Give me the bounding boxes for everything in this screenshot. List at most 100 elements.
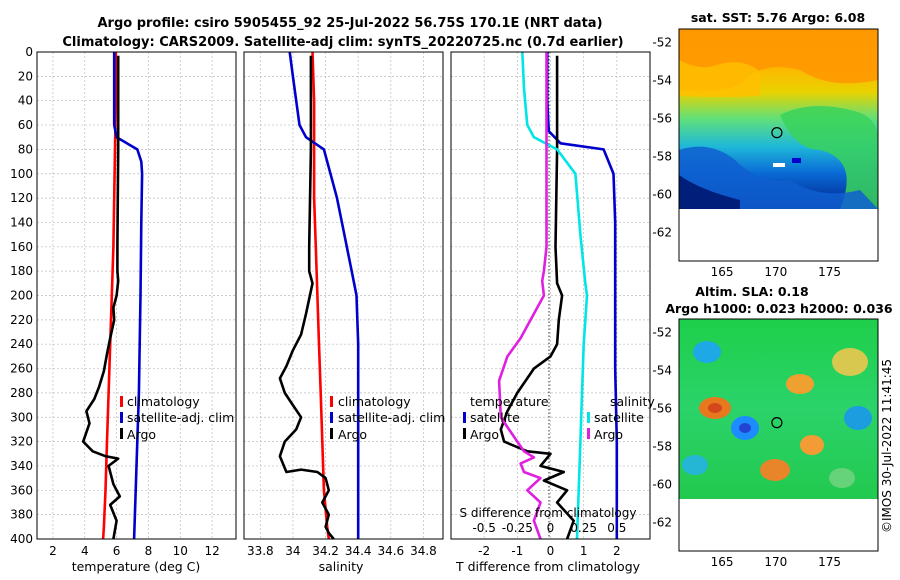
sst-map: sat. SST: 5.76 Argo: 6.08 -52 -54 -56 -58 -6… bbox=[652, 10, 879, 279]
x-tick-label: 2 bbox=[49, 544, 57, 558]
sla-map-xticks: 165 170 175 bbox=[711, 555, 841, 569]
y-tick-label: 80 bbox=[18, 142, 33, 156]
lat-tick-label: -58 bbox=[652, 439, 672, 453]
s-difference-ticks: -0.5 -0.25 0 0.25 0.5 bbox=[472, 521, 626, 535]
lat-tick-label: -60 bbox=[652, 477, 672, 491]
y-tick-label: 380 bbox=[10, 508, 33, 522]
difference-axes-frame bbox=[450, 51, 651, 540]
argo-position-marker bbox=[771, 417, 783, 429]
difference-panel: -2 -1 0 1 2 S difference from climatology -0… bbox=[450, 51, 655, 574]
series-line-satellite-adj-clim bbox=[288, 51, 360, 539]
legend-label-s-satellite: satellite bbox=[594, 410, 644, 425]
legend-title-temperature: temperature bbox=[470, 394, 549, 409]
series-line-s-argo bbox=[497, 52, 548, 540]
x-tick-label: 34 bbox=[285, 544, 300, 558]
legend-swatch-climatology bbox=[120, 396, 123, 407]
y-tick-label: 100 bbox=[10, 167, 33, 181]
legend-swatch-s-argo bbox=[587, 428, 590, 439]
legend-label-climatology: climatology bbox=[338, 394, 411, 409]
figure-title-line2: Climatology: CARS2009. Satellite-adj cli… bbox=[62, 35, 623, 50]
temperature-xlabel: temperature (deg C) bbox=[72, 559, 201, 574]
x-tick-label: 34.6 bbox=[377, 544, 404, 558]
lat-tick-label: -62 bbox=[652, 225, 672, 239]
salinity-panel: 33.8 34 34.2 34.4 34.6 34.8 salinity climatol… bbox=[243, 51, 445, 574]
legend-label-climatology: climatology bbox=[127, 394, 200, 409]
y-tick-label: 400 bbox=[10, 532, 33, 546]
y-tick-label: 180 bbox=[10, 264, 33, 278]
y-tick-label: 360 bbox=[10, 483, 33, 497]
sla-mid-anomaly bbox=[829, 468, 855, 488]
x-tick-label: 34.2 bbox=[312, 544, 339, 558]
legend-label-satellite: satellite-adj. clim bbox=[127, 410, 234, 425]
lon-tick-label: 165 bbox=[711, 265, 734, 279]
legend-swatch-satellite bbox=[120, 412, 123, 423]
x-tick-label: 4 bbox=[81, 544, 89, 558]
difference-grid bbox=[451, 51, 650, 540]
x-tick-label: 10 bbox=[173, 544, 188, 558]
x-tick-label: 1 bbox=[580, 544, 588, 558]
argo-position-marker bbox=[771, 127, 783, 139]
series-line-s-satellite bbox=[521, 51, 589, 540]
series-line-argo bbox=[278, 55, 335, 540]
x-tick-label: 34.4 bbox=[345, 544, 372, 558]
x-tick-label: 2 bbox=[613, 544, 621, 558]
t-difference-xlabel: T difference from climatology bbox=[455, 559, 641, 574]
x-tick-label: 12 bbox=[204, 544, 219, 558]
y-tick-label: 200 bbox=[10, 289, 33, 303]
sla-no-data bbox=[679, 499, 878, 551]
series-line-t-satellite bbox=[545, 52, 619, 539]
x-tick-label: 34.8 bbox=[410, 544, 437, 558]
sla-high-anomaly bbox=[832, 348, 868, 376]
difference-legend: temperature satellite Argo salinity sate… bbox=[463, 394, 655, 442]
lon-tick-label: 175 bbox=[818, 555, 841, 569]
sla-high-anomaly bbox=[786, 374, 814, 394]
s-diff-tick-label: 0 bbox=[547, 521, 555, 535]
legend-swatch-climatology bbox=[330, 396, 333, 407]
sst-map-xticks: 165 170 175 bbox=[711, 265, 841, 279]
salinity-axes-frame bbox=[243, 51, 444, 540]
lat-tick-label: -58 bbox=[652, 149, 672, 163]
series-line-t-argo bbox=[499, 55, 576, 540]
sla-map-yticks: -52 -54 -56 -58 -60 -62 bbox=[652, 325, 672, 529]
sst-cold-region bbox=[679, 146, 878, 209]
series-line-argo bbox=[81, 55, 122, 540]
sst-map-title: sat. SST: 5.76 Argo: 6.08 bbox=[691, 10, 865, 25]
sla-low-anomaly bbox=[693, 341, 721, 363]
y-tick-label: 120 bbox=[10, 191, 33, 205]
x-tick-label: 0 bbox=[547, 544, 555, 558]
sst-warm-tongue bbox=[679, 60, 760, 97]
x-tick-label: 8 bbox=[145, 544, 153, 558]
legend-label-argo: Argo bbox=[338, 427, 367, 442]
legend-swatch-t-argo bbox=[463, 428, 466, 439]
y-tick-label: 260 bbox=[10, 362, 33, 376]
sla-map-title-line1: Altim. SLA: 0.18 bbox=[695, 284, 808, 299]
sla-low-core bbox=[739, 423, 751, 433]
temperature-panel: 0 20 40 60 80 100 120 140 160 180 200 220 240 260 280 3… bbox=[10, 45, 237, 574]
temperature-lines bbox=[81, 52, 144, 540]
sst-green-region bbox=[780, 106, 878, 209]
sst-map-frame bbox=[678, 28, 879, 262]
lat-tick-label: -54 bbox=[652, 363, 672, 377]
legend-label-t-argo: Argo bbox=[470, 427, 499, 442]
y-tick-label: 40 bbox=[18, 94, 33, 108]
sla-map: Altim. SLA: 0.18 Argo h1000: 0.023 h2000… bbox=[652, 284, 893, 569]
lat-tick-label: -52 bbox=[652, 325, 672, 339]
lat-tick-label: -54 bbox=[652, 73, 672, 87]
salinity-legend: climatology satellite-adj. clim Argo bbox=[330, 394, 445, 442]
lon-tick-label: 170 bbox=[764, 555, 787, 569]
legend-label-argo: Argo bbox=[127, 427, 156, 442]
legend-swatch-t-satellite bbox=[463, 412, 466, 423]
legend-swatch-satellite bbox=[330, 412, 333, 423]
y-tick-label: 320 bbox=[10, 435, 33, 449]
sst-heatmap bbox=[679, 29, 878, 209]
sla-low-anomaly bbox=[844, 406, 872, 430]
sla-high-anomaly bbox=[800, 435, 824, 455]
salinity-xticks: 33.8 34 34.2 34.4 34.6 34.8 bbox=[247, 544, 437, 558]
x-tick-label: -2 bbox=[478, 544, 490, 558]
y-tick-label: 160 bbox=[10, 240, 33, 254]
lat-tick-label: -62 bbox=[652, 515, 672, 529]
x-tick-label: 6 bbox=[113, 544, 121, 558]
legend-label-satellite: satellite-adj. clim bbox=[338, 410, 445, 425]
sla-map-title-line2: Argo h1000: 0.023 h2000: 0.036 bbox=[665, 301, 893, 316]
salinity-xlabel: salinity bbox=[319, 559, 364, 574]
